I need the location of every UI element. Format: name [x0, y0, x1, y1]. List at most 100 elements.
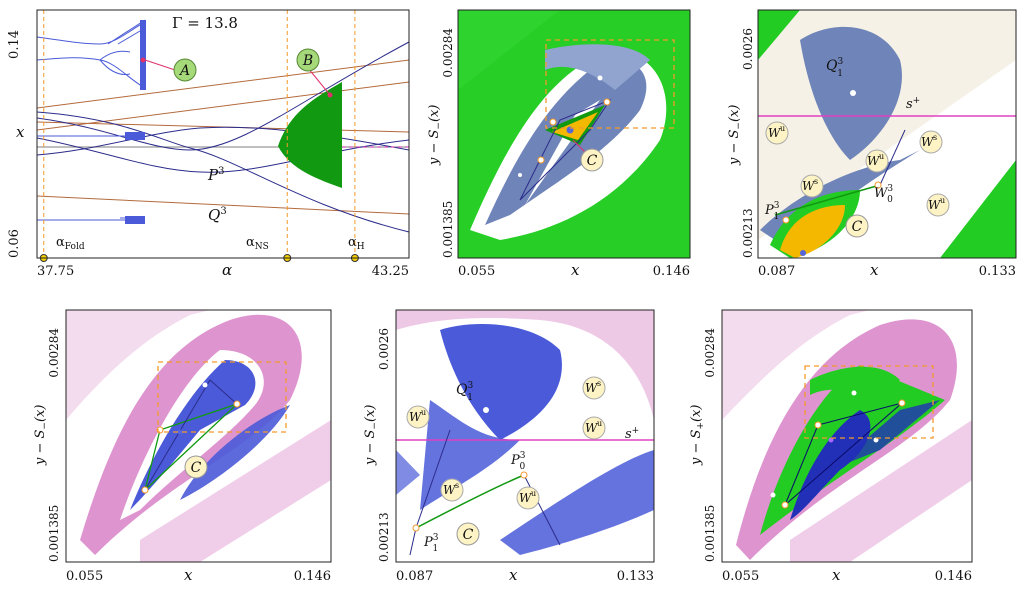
region-gold — [552, 112, 598, 140]
label-q3: Q3 1 — [456, 381, 473, 403]
x-axis-label: x — [571, 261, 580, 279]
y-axis-label: y − S+(x) — [689, 405, 706, 466]
y-tick-min: 0.00213 — [377, 512, 391, 562]
x-axis-label: α — [222, 261, 232, 279]
svg-text:u: u — [780, 124, 785, 133]
svg-text:u: u — [597, 419, 602, 428]
orbit-label-q3: Q3 — [208, 206, 227, 224]
label-s-plus: s+ — [906, 96, 920, 112]
y-tick-max: 0.14 — [7, 30, 22, 59]
panel-phase-top-middle: C 0.00284 0.001385 y − S−(x) 0.055 0.146… — [427, 9, 691, 279]
panel-frame — [395, 309, 655, 563]
y-tick-max: 0.00284 — [441, 28, 455, 78]
callout-wu-minus-2 — [926, 193, 950, 217]
callout-c — [456, 522, 480, 546]
svg-text:u: u — [531, 489, 536, 498]
chaos-band — [140, 20, 146, 90]
label-p31: P3 1 — [764, 201, 780, 222]
svg-text:s: s — [455, 481, 459, 490]
label-s-plus: s+ — [625, 426, 639, 442]
svg-text:u: u — [421, 408, 426, 417]
zoom-box — [157, 361, 287, 433]
label-p30: W3 0 — [874, 184, 893, 205]
invariant-circle-region — [278, 82, 342, 188]
y-tick-max: 0.0026 — [741, 28, 755, 70]
chaos-band — [125, 132, 145, 140]
label-q3: Q3 1 — [826, 57, 843, 79]
y-tick-max: 0.00284 — [703, 328, 717, 378]
svg-text:W: W — [867, 154, 881, 168]
y-tick-max: 0.0026 — [377, 328, 391, 370]
svg-text:s: s — [597, 379, 601, 388]
callout-c — [845, 214, 869, 238]
attractor-blue — [130, 360, 256, 510]
orbit-curve — [36, 81, 410, 131]
y-axis-label: x — [16, 123, 25, 141]
panel-phase-bottom-middle: Q3 1 s+ W u W s W u W s W u P3 0 P3 1 C 0.0… — [363, 309, 655, 584]
callout-wu-plus — [865, 149, 889, 173]
svg-text:W: W — [519, 491, 533, 505]
svg-text:W: W — [409, 410, 423, 424]
callout-ws-plus — [440, 478, 464, 502]
chart-title: Γ = 13.8 — [172, 14, 238, 32]
callout-wu-plus — [516, 486, 540, 510]
panel-bifurcation: A B Γ = 13.8 P3 Q3 αFold αNS αH 0.14 0.0… — [7, 9, 410, 279]
x-tick-max: 0.146 — [935, 569, 972, 584]
callout-b-label: B — [302, 53, 313, 69]
callout-ws-plus — [800, 174, 824, 198]
svg-text:W: W — [928, 198, 942, 212]
x-tick-max: 43.25 — [372, 264, 409, 279]
svg-text:W: W — [585, 381, 599, 395]
callout-c — [580, 148, 604, 172]
svg-text:W: W — [802, 179, 816, 193]
attractor-blue — [440, 324, 562, 440]
svg-text:W: W — [585, 421, 599, 435]
callout-wu-minus-2 — [582, 416, 606, 440]
y-axis-label: y − S−(x) — [33, 405, 50, 466]
callout-c-label: C — [587, 153, 598, 169]
panel-frame — [65, 309, 332, 563]
x-axis-label: x — [832, 566, 841, 584]
callout-wu-minus — [765, 121, 789, 145]
x-tick-min: 0.055 — [458, 264, 495, 279]
svg-text:u: u — [879, 152, 884, 161]
x-tick-min: 0.087 — [758, 264, 795, 279]
svg-text:W: W — [443, 483, 457, 497]
x-tick-min: 0.055 — [722, 569, 759, 584]
svg-text:C: C — [191, 460, 202, 476]
x-tick-max: 0.146 — [653, 264, 690, 279]
y-tick-min: 0.001385 — [47, 505, 61, 562]
orbit-label-p3: P3 — [207, 166, 224, 184]
zoom-box — [804, 365, 934, 439]
panel-frame — [36, 9, 410, 259]
panel-phase-bottom-right: 0.00284 0.001385 y − S+(x) 0.055 0.146 x — [689, 309, 973, 584]
x-tick-max: 0.146 — [294, 569, 331, 584]
svg-text:W: W — [921, 135, 935, 149]
y-axis-label: y − S−(x) — [727, 105, 744, 166]
panel-frame — [721, 309, 973, 563]
orbit-curve — [36, 195, 410, 215]
orbit-curve — [36, 59, 410, 109]
x-tick-min: 0.055 — [66, 569, 103, 584]
x-tick-min: 0.087 — [396, 569, 433, 584]
x-axis-label: x — [509, 566, 518, 584]
panel-frame — [757, 9, 1017, 259]
x-tick-max: 0.133 — [617, 569, 654, 584]
svg-text:s: s — [933, 133, 937, 142]
y-axis-label: y − S−(x) — [427, 105, 444, 166]
svg-text:W: W — [768, 126, 782, 140]
region-gold — [780, 205, 845, 258]
callout-wu-minus — [406, 405, 430, 429]
panel-phase-top-right: Q31 s+ W u W s W u W s W u P31 W30 C P 0… — [727, 9, 1017, 279]
callout-a — [173, 58, 197, 82]
svg-text:C: C — [852, 219, 863, 235]
x-tick-min: 37.75 — [37, 264, 74, 279]
callout-c — [184, 455, 208, 479]
x-tick-max: 0.133 — [979, 264, 1016, 279]
panel-frame — [457, 9, 691, 259]
y-tick-min: 0.001385 — [441, 201, 455, 258]
y-tick-max: 0.00284 — [47, 328, 61, 378]
y-tick-min: 0.00213 — [741, 208, 755, 258]
x-axis-label: x — [184, 566, 193, 584]
